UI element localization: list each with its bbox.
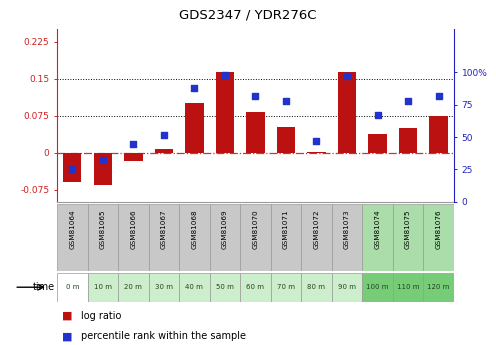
Text: GSM81076: GSM81076 — [435, 209, 441, 248]
Bar — [430, 116, 448, 152]
Bar — [399, 128, 417, 152]
Bar — [240, 204, 271, 271]
Bar — [247, 112, 264, 152]
Bar — [393, 204, 423, 271]
Text: percentile rank within the sample: percentile rank within the sample — [81, 332, 246, 341]
Bar — [57, 273, 88, 302]
Bar — [179, 204, 210, 271]
Point — [221, 72, 229, 78]
Text: GSM81065: GSM81065 — [100, 209, 106, 248]
Text: GSM81074: GSM81074 — [374, 209, 380, 248]
Text: GSM81073: GSM81073 — [344, 209, 350, 248]
Bar — [118, 204, 149, 271]
Bar — [124, 152, 142, 161]
Point — [373, 112, 381, 118]
Point — [160, 132, 168, 137]
Bar — [369, 134, 387, 152]
Point — [99, 158, 107, 163]
Text: 100 m: 100 m — [366, 284, 389, 290]
Bar — [88, 204, 118, 271]
Point — [312, 138, 320, 144]
Text: GSM81070: GSM81070 — [252, 209, 258, 248]
Bar — [308, 151, 326, 152]
Text: GSM81072: GSM81072 — [313, 209, 319, 248]
Text: GDS2347 / YDR276C: GDS2347 / YDR276C — [179, 9, 317, 22]
Text: 60 m: 60 m — [247, 284, 264, 290]
Text: ■: ■ — [62, 332, 72, 341]
Text: 0 m: 0 m — [65, 284, 79, 290]
Bar — [185, 103, 203, 152]
Point — [129, 141, 137, 146]
Text: GSM81064: GSM81064 — [69, 209, 75, 248]
Bar — [94, 152, 112, 185]
Text: 40 m: 40 m — [186, 284, 203, 290]
Text: GSM81071: GSM81071 — [283, 209, 289, 248]
Bar — [88, 273, 118, 302]
Bar — [338, 72, 356, 152]
Text: 10 m: 10 m — [94, 284, 112, 290]
Bar — [301, 204, 332, 271]
Text: GSM81067: GSM81067 — [161, 209, 167, 248]
Text: 20 m: 20 m — [124, 284, 142, 290]
Bar — [423, 273, 454, 302]
Bar — [332, 204, 362, 271]
Text: 70 m: 70 m — [277, 284, 295, 290]
Bar — [63, 152, 81, 182]
Bar — [210, 273, 240, 302]
Point — [434, 93, 442, 98]
Point — [282, 98, 290, 104]
Text: log ratio: log ratio — [81, 311, 121, 321]
Point — [190, 85, 198, 91]
Bar — [271, 204, 301, 271]
Bar — [240, 273, 271, 302]
Bar — [149, 273, 179, 302]
Bar — [210, 204, 240, 271]
Bar — [149, 204, 179, 271]
Text: 110 m: 110 m — [397, 284, 419, 290]
Text: GSM81069: GSM81069 — [222, 209, 228, 248]
Bar — [332, 273, 362, 302]
Text: ■: ■ — [62, 311, 72, 321]
Bar — [216, 72, 234, 152]
Bar — [362, 204, 393, 271]
Text: 90 m: 90 m — [338, 284, 356, 290]
Bar — [271, 273, 301, 302]
Bar — [393, 273, 423, 302]
Text: time: time — [32, 282, 55, 292]
Bar — [362, 273, 393, 302]
Text: GSM81068: GSM81068 — [191, 209, 197, 248]
Bar — [423, 204, 454, 271]
Point — [343, 73, 351, 79]
Text: GSM81075: GSM81075 — [405, 209, 411, 248]
Bar — [118, 273, 149, 302]
Bar — [179, 273, 210, 302]
Bar — [277, 127, 295, 152]
Text: 50 m: 50 m — [216, 284, 234, 290]
Point — [68, 167, 76, 172]
Bar — [301, 273, 332, 302]
Bar — [155, 149, 173, 152]
Point — [251, 93, 259, 98]
Text: 30 m: 30 m — [155, 284, 173, 290]
Text: 80 m: 80 m — [308, 284, 325, 290]
Text: GSM81066: GSM81066 — [130, 209, 136, 248]
Text: 120 m: 120 m — [428, 284, 450, 290]
Bar — [57, 204, 88, 271]
Point — [404, 98, 412, 104]
